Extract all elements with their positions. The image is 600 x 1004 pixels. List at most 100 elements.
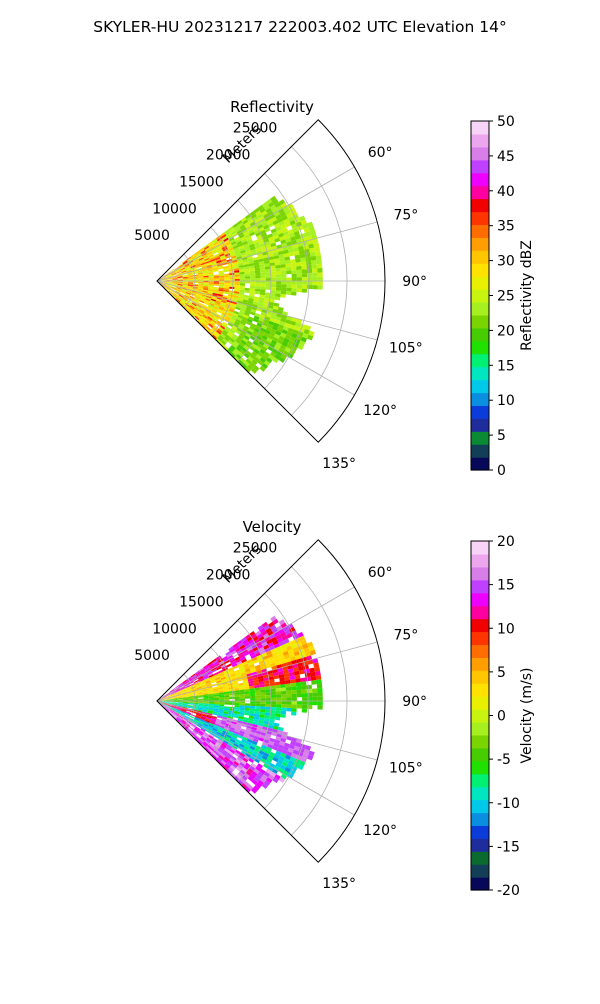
velocity-colorbar-tick-label: -5 <box>497 752 511 768</box>
reflectivity-cell <box>270 269 275 273</box>
velocity-cell <box>265 689 270 692</box>
velocity-cell <box>301 685 307 689</box>
reflectivity-cell <box>271 272 276 275</box>
reflectivity-cell <box>271 275 276 278</box>
velocity-colorbar-tick-label: -10 <box>497 796 520 812</box>
velocity-colorbar-swatch <box>471 851 489 865</box>
figure-suptitle: SKYLER-HU 20231217 222003.402 UTC Elevat… <box>93 18 507 36</box>
velocity-colorbar-tick-label: 15 <box>497 578 515 594</box>
reflectivity-colorbar-swatch <box>471 380 489 394</box>
velocity-cell <box>296 682 302 686</box>
velocity-colorbar-swatch <box>471 580 489 594</box>
reflectivity-cell <box>224 283 229 285</box>
reflectivity-colorbar-swatch <box>471 121 489 135</box>
reflectivity-cell <box>250 273 255 276</box>
velocity-cell <box>302 709 307 713</box>
velocity-cell <box>280 684 286 688</box>
reflectivity-cell <box>214 278 219 280</box>
velocity-cell <box>255 690 260 693</box>
velocity-title: Velocity <box>243 518 302 536</box>
reflectivity-colorbar-swatch <box>471 315 489 329</box>
reflectivity-cell <box>219 283 224 285</box>
reflectivity-cell <box>276 281 281 284</box>
reflectivity-cell <box>224 277 229 279</box>
velocity-cell <box>198 699 203 700</box>
reflectivity-cell <box>316 259 322 264</box>
velocity-colorbar-swatch <box>471 709 489 723</box>
velocity-cell <box>276 698 281 701</box>
reflectivity-cell <box>317 272 322 276</box>
velocity-colorbar-swatch <box>471 877 489 891</box>
reflectivity-cell <box>312 268 317 272</box>
reflectivity-cell <box>271 287 276 290</box>
velocity-cell <box>250 693 255 696</box>
reflectivity-cell <box>276 274 281 277</box>
velocity-cell <box>281 691 286 695</box>
velocity-cell <box>286 694 291 698</box>
velocity-cell <box>312 701 317 705</box>
velocity-cell <box>286 704 291 708</box>
reflectivity-colorbar-tick-label: 10 <box>497 393 515 409</box>
velocity-colorbar-swatch <box>471 541 489 555</box>
reflectivity-cell <box>281 288 286 292</box>
velocity-cell <box>292 701 297 705</box>
reflectivity-cell <box>297 285 302 289</box>
velocity-cell <box>312 693 317 697</box>
reflectivity-cell <box>307 269 312 273</box>
reflectivity-cell <box>276 271 281 275</box>
velocity-cell <box>276 704 281 707</box>
reflectivity-colorbar-tick-label: 30 <box>497 254 515 270</box>
velocity-cell <box>276 701 281 704</box>
reflectivity-cell <box>214 282 219 284</box>
reflectivity-cell <box>297 277 302 281</box>
velocity-cell <box>305 677 311 682</box>
velocity-cell <box>285 683 291 687</box>
reflectivity-cell <box>301 265 307 269</box>
reflectivity-cell <box>266 284 271 287</box>
velocity-cell <box>307 701 312 705</box>
velocity-cell <box>245 696 250 699</box>
velocity-cell <box>271 707 276 710</box>
velocity-cell <box>271 692 276 695</box>
velocity-cell <box>317 692 322 696</box>
reflectivity-azimuth-tick-label: 105° <box>389 341 423 357</box>
reflectivity-cell <box>275 297 281 301</box>
reflectivity-colorbar-swatch <box>471 444 489 458</box>
reflectivity-cell <box>265 272 270 275</box>
reflectivity-cell <box>292 281 297 285</box>
reflectivity-cell <box>291 263 297 267</box>
velocity-cell <box>240 703 245 705</box>
velocity-azimuth-tick-label: 60° <box>368 565 393 581</box>
velocity-cell <box>255 704 260 707</box>
reflectivity-colorbar-swatch <box>471 134 489 148</box>
velocity-azimuth-tick-label: 135° <box>322 876 356 892</box>
reflectivity-cell <box>276 290 281 294</box>
reflectivity-range-tick-label: 10000 <box>152 201 197 217</box>
velocity-cell <box>292 694 297 698</box>
reflectivity-colorbar-swatch <box>471 160 489 174</box>
reflectivity-colorbar-tick-label: 0 <box>497 463 506 479</box>
velocity-cell <box>255 698 260 701</box>
velocity-cell <box>318 697 323 701</box>
velocity-cell <box>292 705 297 709</box>
velocity-cell <box>312 688 317 692</box>
velocity-cell <box>276 691 281 695</box>
reflectivity-colorbar-swatch <box>471 250 489 264</box>
velocity-cell <box>260 709 265 712</box>
reflectivity-cell <box>297 281 302 285</box>
velocity-cell <box>281 698 286 701</box>
reflectivity-cell <box>250 286 255 289</box>
reflectivity-colorbar-tick-label: 15 <box>497 358 515 374</box>
velocity-colorbar-swatch <box>471 696 489 710</box>
reflectivity-cell <box>301 261 307 265</box>
velocity-cell <box>291 683 297 687</box>
reflectivity-cell <box>318 281 323 285</box>
reflectivity-cell <box>280 294 286 298</box>
reflectivity-cell <box>317 285 322 289</box>
reflectivity-colorbar-label: Reflectivity dBZ <box>519 240 535 351</box>
reflectivity-cell <box>266 275 271 278</box>
reflectivity-cell <box>255 291 260 294</box>
velocity-cell <box>275 682 281 686</box>
